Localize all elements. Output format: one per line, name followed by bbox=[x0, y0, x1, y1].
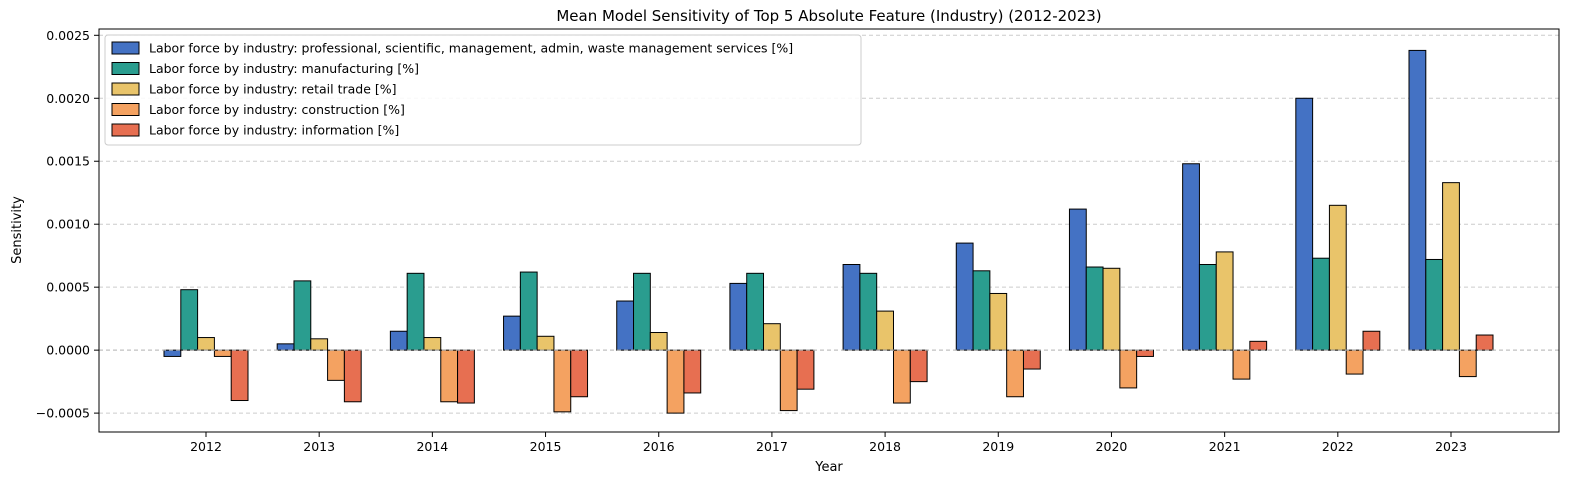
y-tick-label-4: 0.0015 bbox=[46, 154, 90, 169]
legend-label-3: Labor force by industry: construction [%… bbox=[149, 102, 405, 117]
bar-s2-2015 bbox=[536, 335, 555, 351]
bar-s2-2014 bbox=[423, 337, 442, 351]
x-tick-label-2012: 2012 bbox=[190, 439, 222, 454]
bar-s1-2021 bbox=[1198, 264, 1217, 351]
bar-s4-2021 bbox=[1249, 340, 1268, 351]
bar-s2-2022 bbox=[1328, 204, 1347, 351]
bar-s2-2017 bbox=[763, 323, 781, 351]
bar-s2-2013 bbox=[310, 338, 329, 351]
legend-swatch-4 bbox=[111, 123, 140, 137]
bar-s2-2016 bbox=[649, 332, 668, 351]
bar-s3-2018 bbox=[892, 349, 911, 404]
bar-s0-2012 bbox=[163, 349, 182, 357]
bar-s4-2023 bbox=[1475, 334, 1494, 351]
bar-s1-2012 bbox=[180, 289, 199, 351]
bar-s1-2014 bbox=[406, 272, 425, 351]
x-tick-label-2019: 2019 bbox=[982, 439, 1014, 454]
x-tick-label-2013: 2013 bbox=[303, 439, 335, 454]
bar-s4-2022 bbox=[1362, 330, 1381, 351]
bar-s3-2019 bbox=[1006, 349, 1024, 398]
y-tick-label-1: 0.0000 bbox=[46, 343, 90, 358]
legend-label-0: Labor force by industry: professional, s… bbox=[149, 41, 793, 56]
bars bbox=[163, 49, 1494, 414]
bar-s1-2019 bbox=[972, 270, 991, 351]
x-axis-label: Year bbox=[814, 460, 843, 475]
bar-s3-2022 bbox=[1345, 349, 1364, 375]
bar-s1-2018 bbox=[859, 272, 878, 351]
bar-s4-2019 bbox=[1022, 349, 1041, 370]
bar-s2-2012 bbox=[197, 337, 215, 351]
bar-s3-2023 bbox=[1458, 349, 1477, 378]
legend: Labor force by industry: professional, s… bbox=[104, 34, 862, 146]
bar-s0-2022 bbox=[1295, 97, 1314, 351]
bar-s3-2016 bbox=[666, 349, 685, 414]
bar-s2-2023 bbox=[1442, 182, 1460, 351]
y-tick-label-2: 0.0005 bbox=[46, 280, 90, 295]
plot-frame bbox=[98, 28, 1560, 433]
bar-s1-2016 bbox=[633, 272, 651, 351]
bar-s3-2015 bbox=[553, 349, 572, 413]
chart-title: Mean Model Sensitivity of Top 5 Absolute… bbox=[556, 7, 1101, 25]
bar-s1-2023 bbox=[1425, 258, 1444, 351]
bar-s3-2014 bbox=[440, 349, 459, 403]
bar-s0-2023 bbox=[1408, 49, 1427, 351]
legend-swatch-0 bbox=[111, 41, 140, 55]
bar-s0-2015 bbox=[503, 315, 521, 351]
bar-s4-2015 bbox=[570, 349, 589, 398]
x-tick-label-2015: 2015 bbox=[530, 439, 562, 454]
bar-s2-2018 bbox=[876, 310, 894, 351]
bar-s4-2016 bbox=[683, 349, 702, 394]
bar-s0-2020 bbox=[1068, 208, 1087, 351]
x-tick-label-2016: 2016 bbox=[643, 439, 675, 454]
x-tick-label-2014: 2014 bbox=[416, 439, 448, 454]
bar-s2-2020 bbox=[1102, 267, 1121, 351]
bar-s3-2021 bbox=[1232, 349, 1251, 380]
bar-s3-2020 bbox=[1119, 349, 1138, 389]
bar-s4-2013 bbox=[343, 349, 362, 403]
bar-s0-2016 bbox=[616, 300, 635, 351]
legend-swatch-3 bbox=[111, 103, 140, 116]
legend-label-4: Labor force by industry: information [%] bbox=[149, 123, 399, 138]
x-tick-label-2017: 2017 bbox=[756, 439, 788, 454]
bar-s4-2012 bbox=[230, 349, 249, 402]
y-tick-label-0: −0.0005 bbox=[36, 406, 90, 421]
x-tick-label-2022: 2022 bbox=[1322, 439, 1354, 454]
bar-s3-2012 bbox=[213, 349, 232, 357]
bar-s2-2021 bbox=[1215, 251, 1234, 351]
bar-s1-2013 bbox=[293, 280, 312, 351]
y-axis-ticks: −0.0005 0.0000 0.0005 0.0010 0.0015 0.0020 0.0… bbox=[36, 28, 99, 421]
bar-s4-2014 bbox=[457, 349, 475, 404]
y-tick-label-5: 0.0020 bbox=[46, 91, 90, 106]
x-tick-label-2021: 2021 bbox=[1209, 439, 1241, 454]
y-tick-label-6: 0.0025 bbox=[46, 28, 90, 43]
x-tick-label-2018: 2018 bbox=[869, 439, 901, 454]
legend-swatch-1 bbox=[111, 62, 140, 75]
y-tick-label-3: 0.0010 bbox=[46, 217, 90, 232]
bar-s0-2017 bbox=[729, 282, 748, 351]
bar-s1-2020 bbox=[1085, 266, 1104, 351]
bar-s4-2018 bbox=[909, 349, 928, 383]
bar-s0-2018 bbox=[842, 264, 861, 351]
legend-label-1: Labor force by industry: manufacturing [… bbox=[149, 61, 419, 76]
bar-s0-2019 bbox=[955, 242, 974, 351]
x-tick-label-2020: 2020 bbox=[1096, 439, 1128, 454]
bar-s1-2015 bbox=[519, 271, 538, 351]
legend-swatch-2 bbox=[111, 82, 140, 96]
bar-s0-2014 bbox=[389, 330, 408, 351]
bar-s0-2021 bbox=[1182, 163, 1200, 351]
bar-s3-2017 bbox=[779, 349, 798, 412]
legend-label-2: Labor force by industry: retail trade [%… bbox=[149, 82, 397, 97]
x-axis-ticks: 2012 2013 2014 2015 2016 2017 2018 2019 2020 2021… bbox=[190, 432, 1467, 454]
y-axis-label: Sensitivity bbox=[10, 196, 25, 264]
bar-s0-2013 bbox=[276, 343, 295, 351]
bar-s4-2017 bbox=[796, 349, 815, 390]
bar-s4-2020 bbox=[1136, 349, 1154, 357]
bar-s1-2017 bbox=[746, 272, 765, 351]
legend-box bbox=[104, 34, 862, 146]
bar-s2-2019 bbox=[989, 292, 1008, 351]
bar-s1-2022 bbox=[1312, 257, 1330, 351]
bar-s3-2013 bbox=[327, 349, 345, 381]
x-tick-label-2023: 2023 bbox=[1435, 439, 1467, 454]
